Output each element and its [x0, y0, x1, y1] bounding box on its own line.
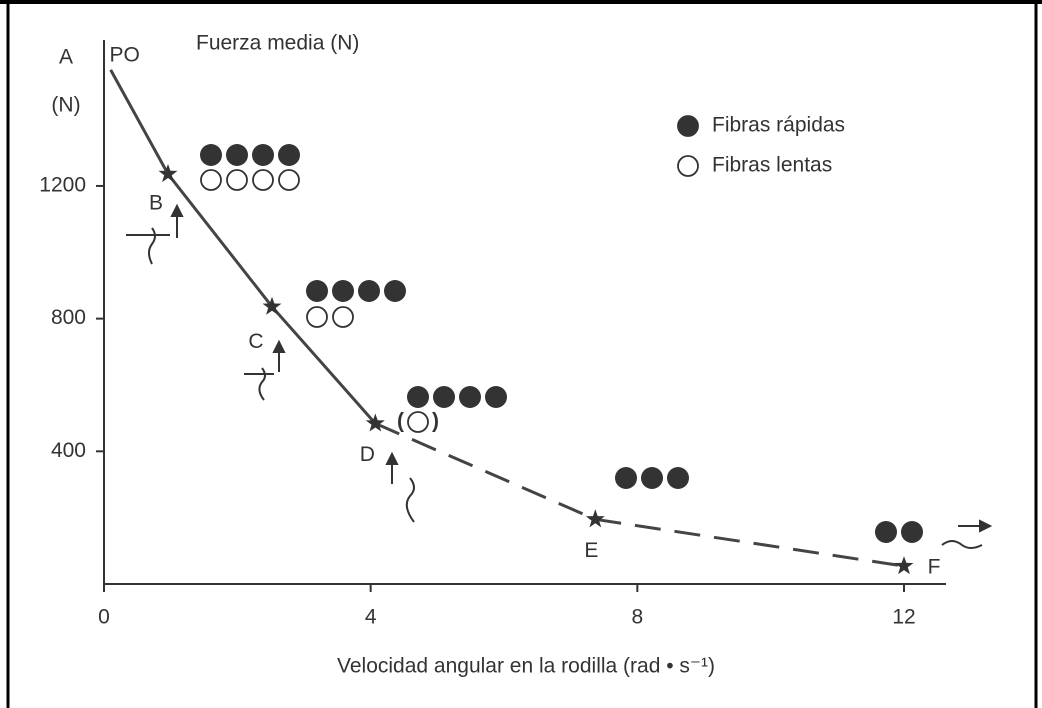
fast-fiber [200, 144, 222, 166]
fast-fiber [384, 280, 406, 302]
fast-fiber [901, 521, 923, 543]
x-tick-label: 12 [892, 606, 915, 629]
legend-swatch [678, 116, 698, 136]
point-label: E [584, 539, 598, 562]
y-tick-label: 800 [51, 306, 86, 329]
fast-fiber [875, 521, 897, 543]
y-tick-label: 1200 [39, 173, 86, 196]
legend-label: Fibras rápidas [712, 114, 845, 137]
slow-fiber [307, 307, 327, 327]
legend-label: Fibras lentas [712, 154, 832, 177]
fast-fiber [407, 386, 429, 408]
fast-fiber [226, 144, 248, 166]
panel-label: A [59, 46, 73, 69]
slow-fiber [333, 307, 353, 327]
slow-fiber [253, 170, 273, 190]
slow-fiber [279, 170, 299, 190]
fast-fiber [615, 467, 637, 489]
fast-fiber [278, 144, 300, 166]
point-label: D [360, 443, 375, 466]
fast-fiber [252, 144, 274, 166]
fast-fiber [332, 280, 354, 302]
legend-swatch [678, 156, 698, 176]
y-unit-label: (N) [51, 94, 80, 117]
bracket: ) [432, 410, 439, 433]
x-axis-label: Velocidad angular en la rodilla (rad • s… [337, 655, 715, 678]
fast-fiber [641, 467, 663, 489]
fast-fiber [667, 467, 689, 489]
bracket: ( [397, 410, 404, 433]
slow-fiber [408, 412, 428, 432]
background [0, 0, 1042, 708]
x-tick-label: 4 [365, 606, 377, 629]
slow-fiber [227, 170, 247, 190]
y-tick-label: 400 [51, 439, 86, 462]
point-label: B [149, 192, 163, 215]
chart-title: Fuerza media (N) [196, 32, 359, 55]
point-label: F [928, 556, 941, 579]
fast-fiber [459, 386, 481, 408]
chart: A (N) Fuerza media (N) Velocidad angular… [0, 0, 1042, 708]
x-tick-label: 0 [98, 606, 110, 629]
point-label: PO [109, 43, 139, 66]
point-label: C [248, 330, 263, 353]
fast-fiber [485, 386, 507, 408]
page: A (N) Fuerza media (N) Velocidad angular… [0, 0, 1042, 708]
fast-fiber [433, 386, 455, 408]
slow-fiber [201, 170, 221, 190]
x-tick-label: 8 [631, 606, 643, 629]
fast-fiber [306, 280, 328, 302]
fast-fiber [358, 280, 380, 302]
